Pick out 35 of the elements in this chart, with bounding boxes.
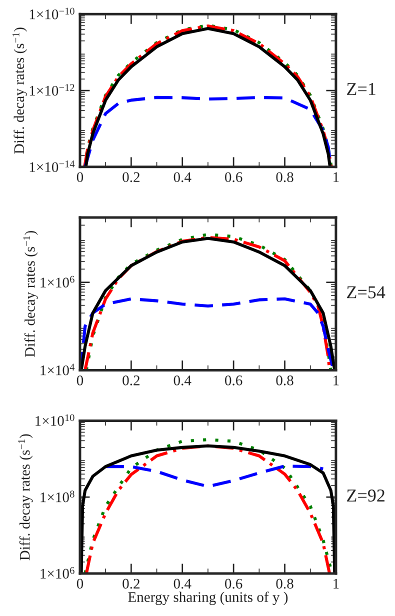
x-tick-label: 0.8 bbox=[276, 578, 294, 589]
x-tick-label: 0.2 bbox=[122, 172, 140, 182]
y-axis-title: Diff. decay rates (s$^{−1}$) bbox=[23, 230, 38, 357]
x-tick-label: 0.2 bbox=[122, 578, 140, 589]
y-tick-label: 1×10$^{8}$ bbox=[40, 490, 74, 502]
line-series bbox=[104, 464, 325, 488]
text: Z=92 bbox=[347, 490, 384, 502]
y-tick-label: 1×10$^{6}$ bbox=[40, 276, 74, 288]
x-tick-label: 0.2 bbox=[122, 376, 140, 386]
x-tick-label: 1 bbox=[334, 172, 339, 182]
y-tick-label: 1×10$^{−14}$ bbox=[30, 160, 75, 172]
x-tick-label: 0.6 bbox=[225, 578, 242, 589]
text: Z=1 bbox=[347, 82, 376, 95]
line-series bbox=[84, 96, 332, 167]
x-tick-label: 0 bbox=[76, 172, 84, 182]
y-tick-label: 1×10$^{−10}$ bbox=[30, 8, 74, 20]
x-tick-label: 0.4 bbox=[174, 172, 192, 182]
y-tick-label: 1×10$^{6}$ bbox=[40, 567, 74, 579]
x-tick-label: 1 bbox=[334, 376, 339, 386]
y-axis-title: Diff. decay rates (s$^{−1}$) bbox=[18, 434, 33, 560]
x-tick-label: 0.6 bbox=[225, 376, 242, 386]
x-tick-label: 0.4 bbox=[174, 376, 192, 386]
x-tick-label: 0 bbox=[76, 578, 84, 589]
x-tick-label: 1 bbox=[334, 578, 339, 588]
x-tick-label: 0.6 bbox=[225, 172, 242, 182]
x-tick-label: 0.8 bbox=[276, 172, 294, 182]
y-tick-label: 1×10$^{10}$ bbox=[36, 414, 74, 426]
y-tick-label: 1×10$^{4}$ bbox=[40, 364, 75, 376]
text: Z=54 bbox=[347, 286, 386, 298]
y-axis-title: Diff. decay rates (s$^{−1}$) bbox=[12, 28, 28, 154]
x-axis-title: Energy sharing (units of y ) bbox=[128, 592, 288, 605]
y-tick-label: 1×10$^{−12}$ bbox=[30, 84, 74, 96]
x-tick-label: 0.4 bbox=[174, 578, 192, 589]
x-tick-label: 0.8 bbox=[276, 376, 294, 386]
x-tick-label: 0 bbox=[76, 376, 84, 386]
